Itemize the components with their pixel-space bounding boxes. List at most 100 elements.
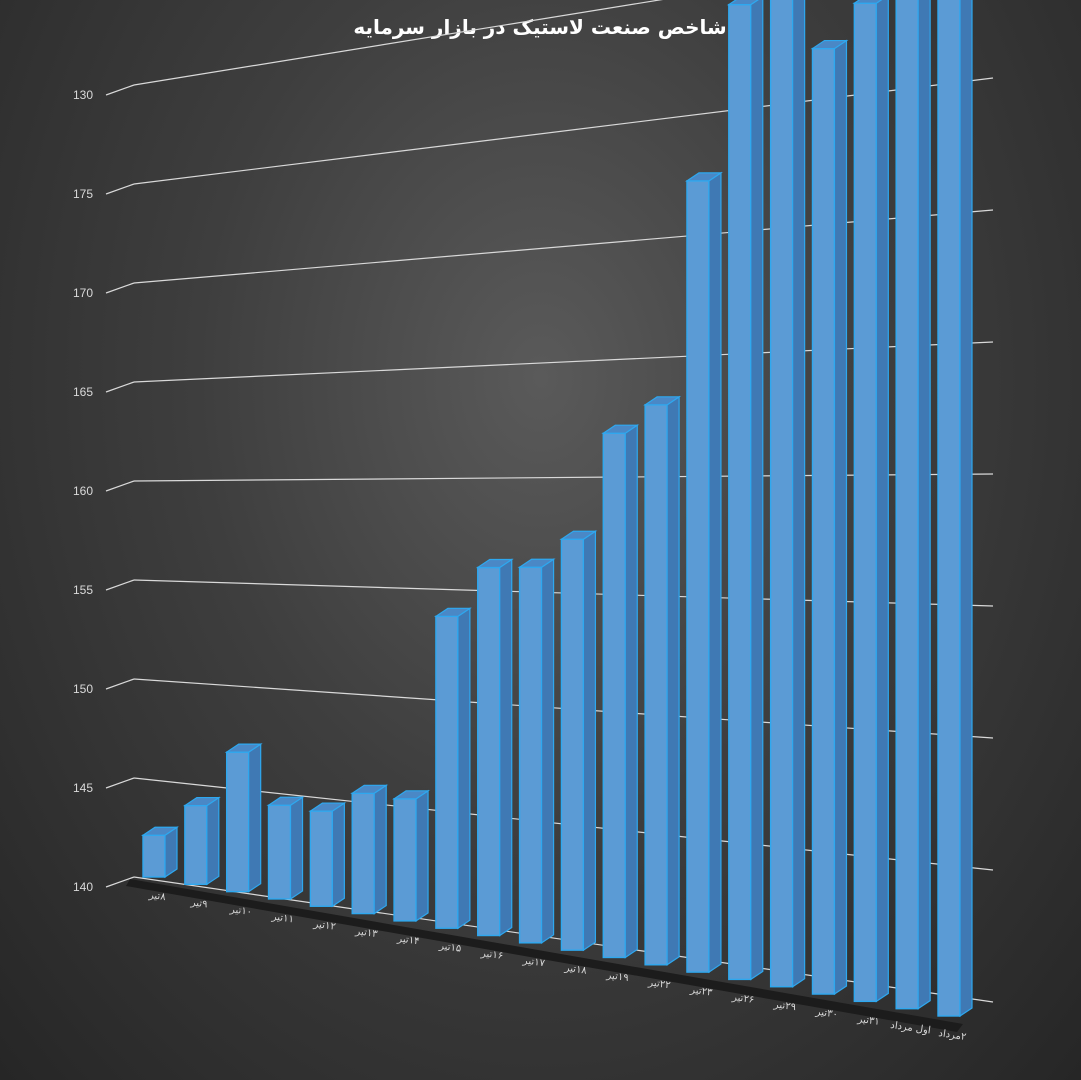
bar-side (415, 789, 429, 923)
bar-top (475, 558, 514, 569)
gridline (105, 678, 135, 690)
bar-side (331, 801, 345, 908)
bar-front (644, 404, 668, 966)
x-tick-label: ۲۶تیر (730, 992, 754, 1006)
gridline (105, 480, 135, 492)
x-tick-label: ۸تیر (147, 890, 167, 903)
bar (684, 171, 723, 974)
bar (601, 424, 640, 959)
bar-front (518, 566, 543, 944)
bar-side (499, 558, 513, 937)
bar-front (435, 615, 459, 929)
y-tick-label: 130 (73, 88, 93, 102)
bar-front (393, 798, 417, 922)
bar-top (308, 802, 347, 812)
bar-front (811, 47, 836, 995)
gridline (133, 473, 994, 482)
y-tick-label: 140 (73, 880, 93, 894)
bar-side (206, 796, 220, 886)
bar-side (289, 796, 304, 901)
x-tick-label: ۲۲تیر (647, 977, 671, 991)
gridline (133, 0, 664, 86)
bar (350, 784, 389, 915)
x-tick-label: ۱۵تیر (438, 941, 462, 955)
x-tick-label: ۱۹تیر (605, 970, 629, 984)
bar-side (792, 0, 806, 988)
bar-top (726, 0, 759, 6)
bar-top (266, 796, 305, 806)
bar (937, 0, 973, 1018)
bar-top (517, 558, 556, 568)
bar (895, 0, 931, 1010)
bar-front (142, 834, 166, 878)
bar-side (624, 424, 638, 959)
bar (769, 0, 806, 988)
bar-side (708, 171, 722, 974)
gridline (105, 282, 135, 294)
bar-front (686, 180, 710, 973)
x-tick-label: ۳۰تیر (814, 1006, 838, 1020)
bar (182, 796, 221, 886)
bar-front (184, 804, 208, 886)
bar-top (810, 39, 849, 50)
bar (810, 39, 849, 996)
bar-top (684, 172, 723, 182)
gridline (133, 341, 994, 383)
bar-front (477, 566, 501, 937)
chart-floor (126, 879, 963, 1032)
bar-top (559, 530, 598, 540)
bar-top (852, 0, 883, 4)
x-tick-label: ۲مرداد (938, 1028, 967, 1043)
y-tick-label: 160 (73, 484, 93, 498)
x-tick-label: ۱۰تیر (228, 904, 252, 918)
bar (475, 558, 514, 937)
bar-front (267, 804, 292, 900)
chart-title: شاخص صنعت لاستیک در بازار سرمایه (353, 15, 726, 39)
bar-side (457, 607, 471, 930)
x-tick-label: ۱۴تیر (396, 933, 420, 947)
bar-side (833, 39, 848, 996)
bar-top (433, 607, 472, 617)
bar-top (643, 396, 682, 406)
gridline (105, 876, 135, 888)
bars (141, 0, 973, 1018)
gridline (105, 381, 135, 393)
bar-top (601, 424, 640, 434)
x-tick-label: ۱۲تیر (312, 919, 336, 933)
x-tick-label: ۱۷تیر (521, 955, 546, 969)
y-tick-label: 145 (73, 781, 93, 795)
y-tick-label: 175 (73, 187, 93, 201)
x-tick-label: ۱۳تیر (354, 926, 379, 940)
bar-side (875, 0, 889, 1003)
bar (726, 0, 764, 981)
bar (141, 826, 179, 879)
y-tick-label: 165 (73, 385, 93, 399)
y-tick-label: 150 (73, 682, 93, 696)
gridline (105, 183, 135, 195)
x-tick-label: ۱۱تیر (270, 911, 294, 925)
x-tick-label: ۲۹تیر (772, 999, 796, 1013)
floor (126, 879, 963, 1032)
x-axis-labels: ۸تیر ۹تیر ۱۰تیر ۱۱تیر ۱۲تیر ۱۳تیر ۱۴تیر ۱۵تیر ۱۶… (147, 890, 967, 1043)
bar-top (392, 790, 431, 800)
bar-front (351, 792, 375, 915)
bar-side (750, 0, 764, 981)
y-axis-labels: 140 145 150 155 160 165 170 175 130 (73, 88, 93, 894)
x-tick-label: ۱۸تیر (563, 963, 588, 977)
bar-top (182, 796, 221, 807)
x-tick-label: ۳۱تیر (856, 1014, 880, 1028)
bar-front (602, 432, 626, 959)
bar (517, 558, 556, 944)
gridline (105, 84, 135, 96)
bar-top (141, 826, 179, 836)
bar-top (350, 784, 389, 794)
bar-front (225, 751, 250, 893)
gridline (105, 777, 135, 789)
gridline (105, 579, 135, 591)
bar (643, 395, 682, 966)
bar (852, 0, 889, 1003)
bar-front (895, 0, 919, 1010)
bar-side (540, 558, 555, 944)
gridline (133, 77, 994, 185)
gridline (133, 209, 994, 284)
